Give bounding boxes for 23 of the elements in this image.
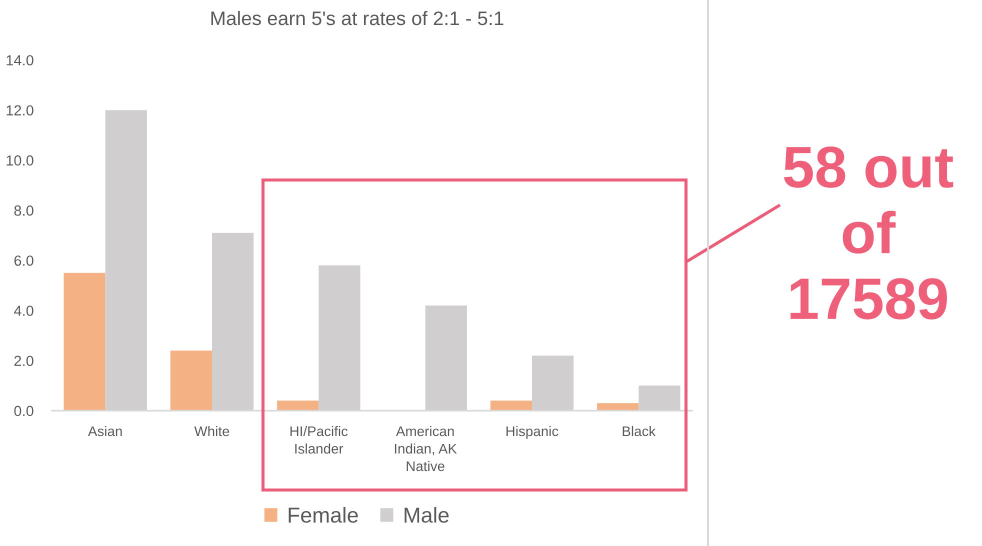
y-tick-label: 12.0 [6, 105, 34, 116]
y-tick-label: 2.0 [14, 356, 34, 366]
chart-title: Males earn 5's at rates of 2:1 - 5:1 [211, 10, 504, 26]
y-tick-label: 6.0 [14, 256, 34, 266]
y-tick-label: 0.0 [14, 406, 34, 416]
bar [277, 400, 319, 411]
y-tick-label: 14.0 [6, 55, 34, 66]
x-tick-label: Black [622, 426, 656, 436]
y-tick-label: 8.0 [14, 205, 34, 216]
bar [597, 403, 639, 411]
text: 58 out of 17589 [784, 146, 954, 320]
x-tick-label: White [194, 426, 230, 436]
bar [64, 272, 106, 411]
y-tick-label: 4.0 [14, 306, 34, 316]
x-tick-label: Hispanic [506, 426, 558, 439]
y-tick-label: 10.0 [6, 155, 34, 166]
bar [490, 400, 532, 411]
bar [170, 350, 212, 411]
x-tick-label: HI/Pacific Islander [290, 426, 348, 454]
legend-label: Male [404, 506, 449, 523]
x-tick-label: American Indian, AK Native [394, 426, 457, 472]
legend-label: Female [288, 506, 358, 523]
x-tick-label: Asian [88, 426, 122, 436]
